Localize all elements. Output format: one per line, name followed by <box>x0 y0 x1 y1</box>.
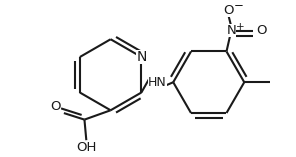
Text: O: O <box>256 24 266 37</box>
Text: O: O <box>223 4 234 17</box>
Text: N: N <box>226 24 236 37</box>
Text: N: N <box>136 50 147 64</box>
Text: HN: HN <box>148 76 167 89</box>
Text: +: + <box>236 22 244 32</box>
Text: −: − <box>234 0 244 12</box>
Text: O: O <box>50 100 61 113</box>
Text: OH: OH <box>76 141 96 154</box>
